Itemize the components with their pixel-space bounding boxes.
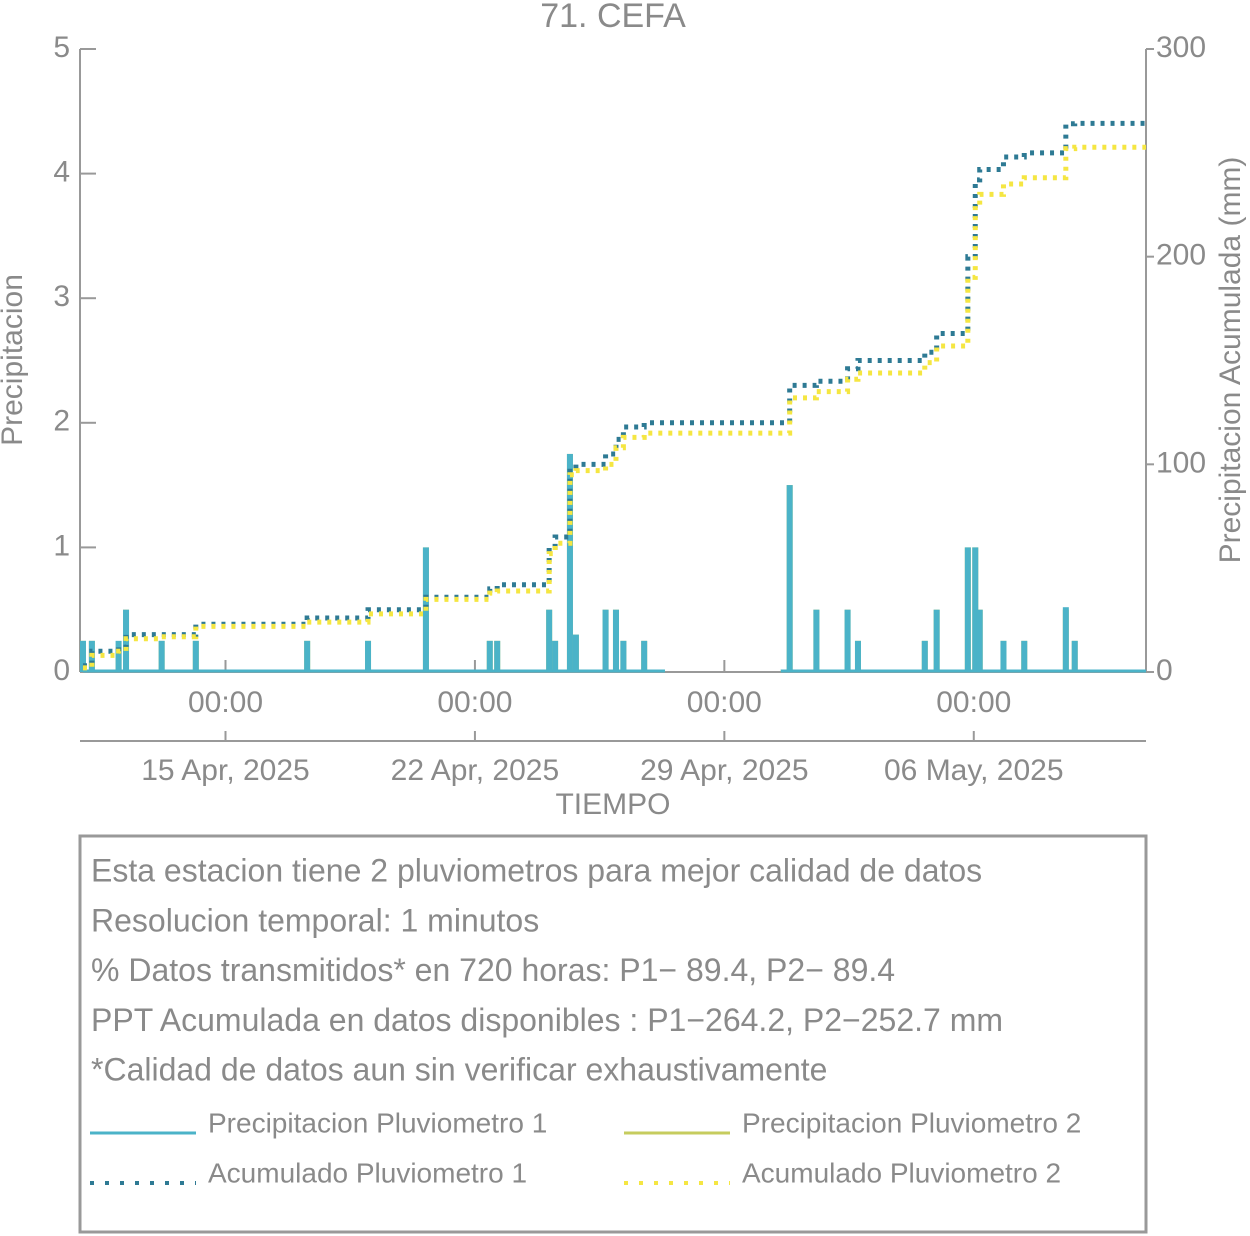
bar	[921, 640, 928, 672]
y2-axis-label: Precipitacion Acumulada (mm)	[1214, 157, 1247, 564]
bar	[933, 609, 940, 672]
bar	[641, 640, 648, 672]
y2-tick-label: 100	[1156, 446, 1206, 479]
bar	[566, 453, 573, 672]
y-tick-label: 1	[53, 529, 70, 562]
bar	[115, 640, 122, 672]
bar	[572, 634, 579, 672]
info-line: *Calidad de datos aun sin verificar exha…	[91, 1052, 827, 1088]
bar	[486, 640, 493, 672]
legend-label: Precipitacion Pluviometro 1	[208, 1107, 547, 1138]
bar	[304, 640, 311, 672]
bar	[1062, 607, 1069, 672]
bar	[365, 640, 372, 672]
info-line: PPT Acumulada en datos disponibles : P1−…	[91, 1002, 1003, 1038]
y-tick-label: 3	[53, 280, 70, 313]
bar	[964, 547, 971, 672]
x-tick-label: 00:00	[188, 686, 263, 719]
y-tick-label: 4	[53, 156, 70, 189]
x-tick-label: 00:00	[687, 686, 762, 719]
chart-title: 71. CEFA	[540, 0, 686, 35]
bar	[786, 485, 793, 672]
info-box	[78, 834, 1148, 1234]
x-axis-label: TIEMPO	[555, 788, 670, 821]
bar	[612, 609, 619, 672]
bar	[552, 640, 559, 672]
bar	[976, 609, 983, 672]
x-tick-label: 00:00	[437, 686, 512, 719]
y-tick-label: 5	[53, 31, 70, 64]
y-tick-label: 2	[53, 405, 70, 438]
cumulative-line	[82, 120, 1146, 669]
legend-label: Acumulado Pluviometro 1	[208, 1157, 527, 1188]
bar	[1021, 640, 1028, 672]
date-tick-label: 06 May, 2025	[884, 754, 1064, 787]
info-line: Resolucion temporal: 1 minutos	[91, 902, 539, 938]
bar	[1071, 640, 1078, 672]
bar	[813, 609, 820, 672]
bar	[494, 640, 501, 672]
bar	[158, 640, 165, 672]
bar	[620, 640, 627, 672]
y2-tick-label: 300	[1156, 31, 1206, 64]
x-tick-label: 00:00	[936, 686, 1011, 719]
bar	[1000, 640, 1007, 672]
date-tick-label: 29 Apr, 2025	[640, 754, 809, 787]
legend-label: Acumulado Pluviometro 2	[742, 1157, 1061, 1188]
date-tick-label: 15 Apr, 2025	[141, 754, 310, 787]
y-tick-label: 0	[53, 654, 70, 687]
legend-label: Precipitacion Pluviometro 2	[742, 1107, 1081, 1138]
date-tick-label: 22 Apr, 2025	[391, 754, 560, 787]
bar	[972, 547, 979, 672]
bar	[192, 640, 199, 672]
y2-tick-label: 200	[1156, 239, 1206, 272]
bar	[854, 640, 861, 672]
cumulative-line	[82, 144, 1146, 671]
y-axis-label: Precipitacion	[0, 274, 29, 446]
bar	[602, 609, 609, 672]
bar	[844, 609, 851, 672]
info-line: % Datos transmitidos* en 720 horas: P1− …	[91, 952, 895, 988]
bar	[79, 640, 86, 672]
bar	[546, 609, 553, 672]
y2-tick-label: 0	[1156, 654, 1173, 687]
info-line: Esta estacion tiene 2 pluviometros para …	[91, 852, 982, 888]
